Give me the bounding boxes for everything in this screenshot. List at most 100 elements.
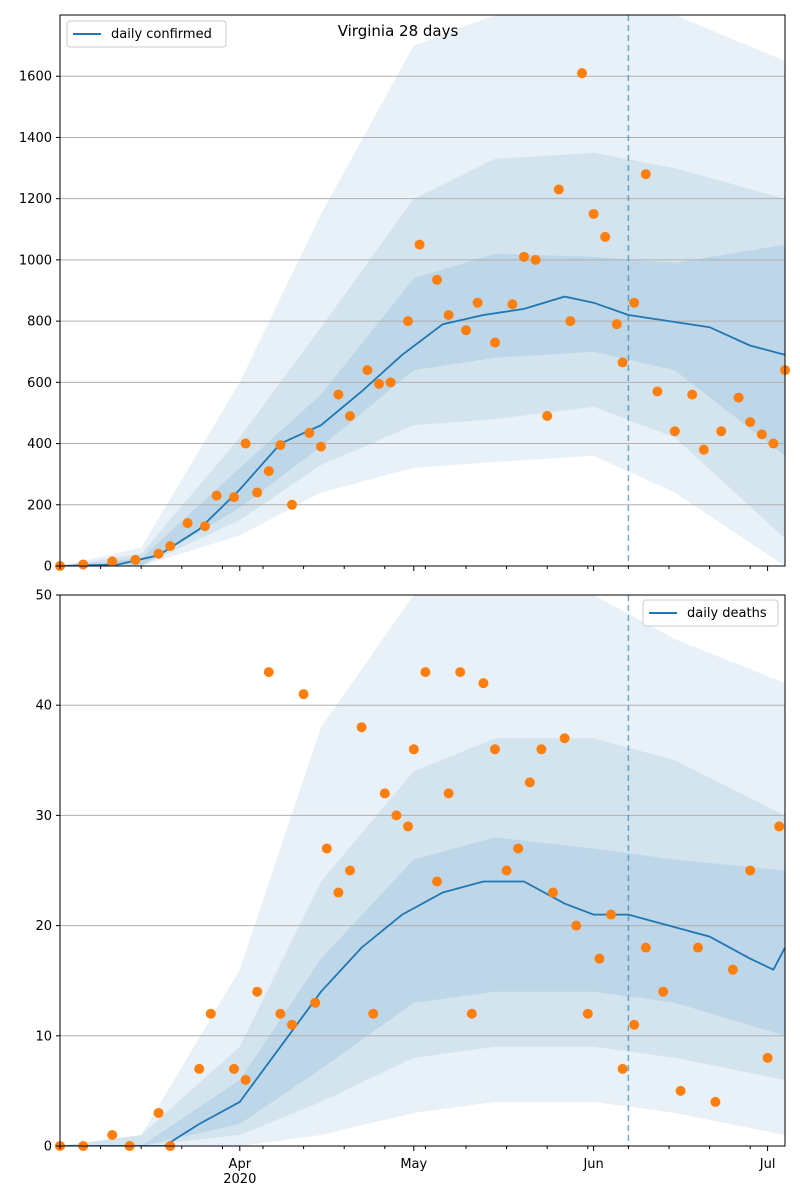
data-point [507, 299, 518, 310]
data-point [304, 427, 315, 438]
data-point [629, 1019, 640, 1030]
data-point [240, 1074, 251, 1085]
data-point [774, 821, 785, 832]
data-point [287, 1019, 297, 1030]
y-tick-label: 1000 [19, 253, 52, 268]
plot-frame [59, 14, 786, 567]
data-point [733, 392, 744, 403]
data-point [652, 386, 663, 397]
data-point [200, 521, 210, 532]
data-point [252, 986, 263, 997]
data-point [455, 667, 466, 678]
data-point [716, 426, 727, 437]
data-point [536, 744, 547, 755]
data-point [524, 777, 535, 788]
confirmed-confidence-bands [60, 15, 785, 566]
confidence-band-2 [60, 738, 785, 1146]
data-point [287, 499, 297, 510]
data-point [565, 316, 576, 327]
x-tick-sublabel: 2020 [223, 1172, 256, 1187]
y-tick-label: 1600 [19, 70, 52, 85]
y-tick-label: 0 [44, 560, 52, 575]
data-point [379, 788, 390, 799]
data-point [333, 389, 344, 400]
data-point [513, 843, 524, 854]
confidence-band-1 [60, 595, 785, 1146]
confirmed-legend: daily confirmed [66, 20, 227, 48]
data-point [240, 438, 251, 449]
data-point [432, 876, 442, 887]
data-point [153, 1107, 164, 1118]
data-point [640, 942, 651, 953]
y-tick-label: 200 [27, 498, 52, 513]
x-tick-label: Jun [582, 1157, 603, 1172]
data-point [693, 942, 703, 953]
data-point [571, 920, 582, 931]
y-tick-label: 50 [35, 589, 52, 604]
data-point [310, 997, 321, 1008]
series-line [60, 880, 785, 1146]
data-point [356, 722, 367, 733]
deaths-legend: daily deaths [642, 599, 779, 627]
data-point [629, 297, 640, 308]
data-point [640, 169, 651, 180]
data-point [275, 1008, 286, 1019]
confidence-band-2 [60, 152, 785, 566]
data-point [333, 887, 344, 898]
data-point [316, 441, 326, 452]
data-point [374, 378, 384, 389]
y-tick-label: 800 [27, 315, 52, 330]
confirmed-chart-panel: 0 200 400 600 800 1000 1200 1400 1600 Virginia 2… [19, 14, 790, 575]
data-point [153, 548, 164, 559]
data-point [768, 438, 779, 449]
y-tick-label: 1400 [19, 131, 52, 146]
data-point [182, 518, 193, 529]
x-tick-label: Apr [229, 1157, 252, 1172]
data-point [675, 1085, 686, 1096]
data-point [745, 865, 756, 876]
data-point [501, 865, 512, 876]
data-point [263, 466, 274, 477]
data-point [542, 411, 553, 422]
data-point [211, 490, 222, 501]
data-point [548, 887, 558, 898]
data-point [275, 440, 286, 451]
data-point [490, 744, 500, 755]
data-point [408, 744, 419, 755]
series-line [60, 295, 785, 566]
data-point [368, 1008, 379, 1019]
data-point [669, 426, 680, 437]
data-point [252, 487, 263, 498]
data-point [403, 821, 413, 832]
data-point [727, 964, 738, 975]
data-point [553, 184, 564, 195]
chart-title: Virginia 28 days [338, 22, 459, 40]
x-tick-label: Jul [759, 1157, 776, 1172]
legend-box [642, 599, 779, 627]
data-point [710, 1096, 721, 1107]
data-point [403, 316, 413, 327]
plot-frame [59, 594, 786, 1147]
y-tick-label: 1200 [19, 192, 52, 207]
y-tick-label: 30 [35, 809, 52, 824]
legend-label-daily-deaths: daily deaths [687, 606, 767, 621]
x-tick-label: May [400, 1157, 427, 1172]
y-tick-label: 400 [27, 437, 52, 452]
legend-label-daily-confirmed: daily confirmed [111, 27, 212, 42]
data-point [414, 239, 425, 250]
data-point [130, 554, 141, 565]
y-tick-label: 600 [27, 376, 52, 391]
data-point [107, 1129, 118, 1140]
data-point [582, 1008, 593, 1019]
data-point [78, 559, 89, 570]
data-point [530, 254, 541, 265]
data-point [698, 444, 709, 455]
deaths-series [55, 595, 785, 1151]
data-point [762, 1052, 773, 1063]
data-point [478, 678, 489, 689]
data-point [443, 309, 454, 320]
data-point [205, 1008, 216, 1019]
data-point [432, 274, 442, 285]
